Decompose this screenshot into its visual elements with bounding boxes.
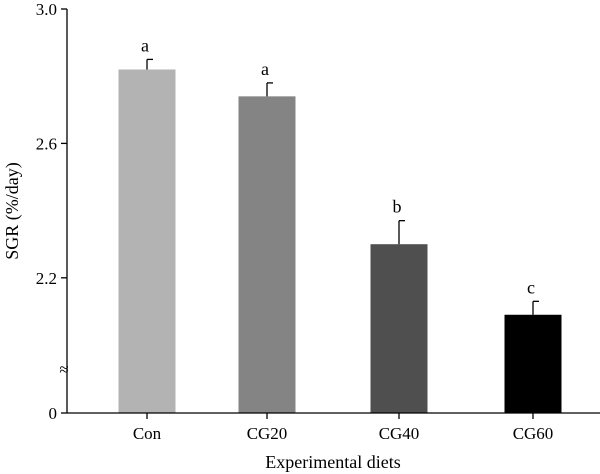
y-tick-label: 3.0 — [36, 0, 57, 19]
y-axis-label: SGR (%/day) — [2, 162, 23, 260]
bar-cg20 — [238, 96, 296, 414]
x-axis-label: Experimental diets — [265, 452, 400, 472]
x-tick-label-cg40: CG40 — [379, 424, 420, 443]
y-ticks-group: 0 2.2 2.6 3.0 — [36, 0, 67, 423]
axis-break-symbol: ≈ — [59, 360, 68, 379]
significance-letter-cg60: c — [527, 277, 535, 297]
x-ticks-group: Con CG20 CG40 CG60 — [133, 413, 553, 443]
y-tick-label: 2.6 — [36, 134, 57, 153]
bar-cg40 — [370, 244, 428, 413]
significance-letter-con: a — [141, 35, 149, 55]
y-tick-label: 2.2 — [36, 269, 57, 288]
y-tick-label: 0 — [49, 404, 58, 423]
x-tick-label-cg20: CG20 — [247, 424, 288, 443]
significance-letter-cg20: a — [261, 59, 269, 79]
bars-group — [118, 69, 562, 414]
x-tick-label-con: Con — [133, 424, 162, 443]
bar-con — [118, 69, 176, 413]
significance-letters-group: a a b c — [141, 35, 535, 297]
x-tick-label-cg60: CG60 — [513, 424, 554, 443]
error-bars-group — [146, 58, 539, 315]
significance-letter-cg40: b — [393, 197, 402, 217]
bar-cg60 — [504, 314, 562, 413]
